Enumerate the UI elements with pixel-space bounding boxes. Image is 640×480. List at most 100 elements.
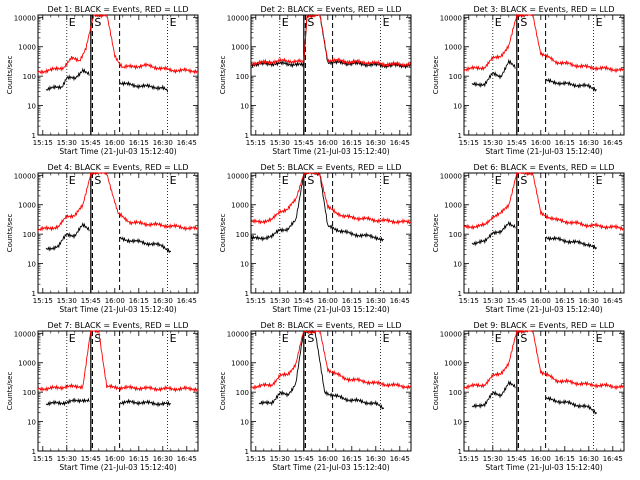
x-tick-label: 16:45 <box>177 139 197 147</box>
plot-frame <box>463 330 625 452</box>
interval-label: E <box>282 16 289 29</box>
y-tick-label: 1000 <box>444 44 462 52</box>
interval-label: E <box>69 16 76 29</box>
panel-title: Det 9: BLACK = Events, RED = LLD <box>474 321 615 330</box>
interval-label: E <box>495 174 502 187</box>
panel-title: Det 8: BLACK = Events, RED = LLD <box>261 321 402 330</box>
events-series-line <box>45 221 172 254</box>
x-tick-label: 16:45 <box>177 297 197 305</box>
y-tick-label: 1 <box>245 290 249 298</box>
x-tick-label: 15:30 <box>57 297 77 305</box>
y-tick-label: 10000 <box>14 172 36 180</box>
x-tick-label: 15:45 <box>81 139 101 147</box>
panel-title: Det 6: BLACK = Events, RED = LLD <box>474 163 615 172</box>
x-tick-label: 16:30 <box>579 455 599 463</box>
x-tick-label: 16:30 <box>579 139 599 147</box>
detector-panel-2: Det 2: BLACK = Events, RED = LLD 1 10 100 10… <box>219 5 412 156</box>
y-tick-label: 1 <box>458 132 462 140</box>
y-axis-label: Counts/sec <box>219 214 227 253</box>
plot-frame <box>463 172 625 294</box>
x-tick-label: 16:45 <box>603 297 623 305</box>
lld-series-line <box>463 13 624 73</box>
interval-label: S <box>94 332 101 345</box>
y-tick-label: 1000 <box>444 360 462 368</box>
plot-frame <box>250 172 412 294</box>
y-tick-label: 1000 <box>231 44 249 52</box>
lld-series-line <box>37 171 199 232</box>
y-tick-label: 1 <box>458 290 462 298</box>
x-tick-label: 15:30 <box>483 297 503 305</box>
x-tick-label: 16:00 <box>105 297 125 305</box>
y-tick-label: 100 <box>23 231 36 239</box>
x-axis-label: Start Time (21-Jul-03 15:12:40) <box>485 305 602 314</box>
y-tick-label: 1 <box>32 448 36 456</box>
lld-series-line <box>463 171 624 232</box>
x-axis-label: Start Time (21-Jul-03 15:12:40) <box>59 147 176 156</box>
y-tick-label: 100 <box>449 73 462 81</box>
x-tick-label: 15:30 <box>57 455 77 463</box>
y-tick-label: 100 <box>236 73 249 81</box>
lld-series-line <box>250 171 412 226</box>
x-tick-label: 15:45 <box>81 455 101 463</box>
x-tick-label: 16:00 <box>318 455 338 463</box>
interval-label: E <box>69 332 76 345</box>
y-tick-label: 1000 <box>444 202 462 210</box>
y-tick-label: 10000 <box>14 330 36 338</box>
lld-series-line <box>37 330 199 393</box>
interval-label: E <box>170 16 177 29</box>
y-tick-label: 10000 <box>227 14 249 22</box>
y-tick-label: 10000 <box>227 172 249 180</box>
x-tick-label: 16:15 <box>129 455 149 463</box>
interval-label: E <box>383 174 390 187</box>
x-tick-label: 16:00 <box>105 455 125 463</box>
x-tick-label: 15:45 <box>507 139 527 147</box>
interval-label: E <box>170 332 177 345</box>
x-tick-label: 16:00 <box>318 139 338 147</box>
interval-label: E <box>282 332 289 345</box>
y-tick-label: 1 <box>245 448 249 456</box>
y-tick-label: 100 <box>23 389 36 397</box>
events-series-line <box>250 13 412 70</box>
interval-label: E <box>495 16 502 29</box>
plot-frame <box>37 330 199 452</box>
plot-frame <box>250 330 412 452</box>
x-tick-label: 15:15 <box>246 297 266 305</box>
detector-panel-8: Det 8: BLACK = Events, RED = LLD 1 10 100 10… <box>219 321 412 472</box>
x-tick-label: 15:15 <box>459 297 479 305</box>
y-tick-label: 10 <box>453 103 462 111</box>
y-tick-label: 10 <box>27 419 36 427</box>
x-tick-label: 16:30 <box>153 139 173 147</box>
y-tick-label: 10 <box>453 261 462 269</box>
y-tick-label: 1 <box>458 448 462 456</box>
plot-frame <box>250 14 412 136</box>
detector-panel-1: Det 1: BLACK = Events, RED = LLD 1 10 100 10… <box>6 5 199 156</box>
y-tick-label: 10000 <box>440 172 462 180</box>
x-tick-label: 16:45 <box>390 455 410 463</box>
x-tick-label: 16:15 <box>129 139 149 147</box>
x-tick-label: 16:45 <box>603 455 623 463</box>
lld-series-line <box>37 13 199 76</box>
y-tick-label: 10 <box>27 103 36 111</box>
interval-label: S <box>94 174 101 187</box>
x-tick-label: 15:45 <box>507 297 527 305</box>
events-series-line <box>250 172 385 243</box>
interval-label: S <box>520 174 527 187</box>
interval-label: E <box>383 16 390 29</box>
panel-title: Det 2: BLACK = Events, RED = LLD <box>261 5 402 14</box>
y-axis-label: Counts/sec <box>219 56 227 95</box>
y-tick-label: 10 <box>27 261 36 269</box>
x-tick-label: 16:30 <box>366 455 386 463</box>
y-tick-label: 10000 <box>227 330 249 338</box>
lld-series-line <box>250 329 412 391</box>
x-tick-label: 15:30 <box>483 139 503 147</box>
y-tick-label: 100 <box>236 389 249 397</box>
x-tick-label: 16:00 <box>531 297 551 305</box>
panel-title: Det 7: BLACK = Events, RED = LLD <box>48 321 189 330</box>
x-tick-label: 16:30 <box>579 297 599 305</box>
y-tick-label: 1 <box>245 132 249 140</box>
detector-panel-9: Det 9: BLACK = Events, RED = LLD 1 10 100 10… <box>432 321 625 472</box>
x-tick-label: 16:00 <box>531 139 551 147</box>
x-tick-label: 16:15 <box>555 455 575 463</box>
x-tick-label: 16:15 <box>555 139 575 147</box>
